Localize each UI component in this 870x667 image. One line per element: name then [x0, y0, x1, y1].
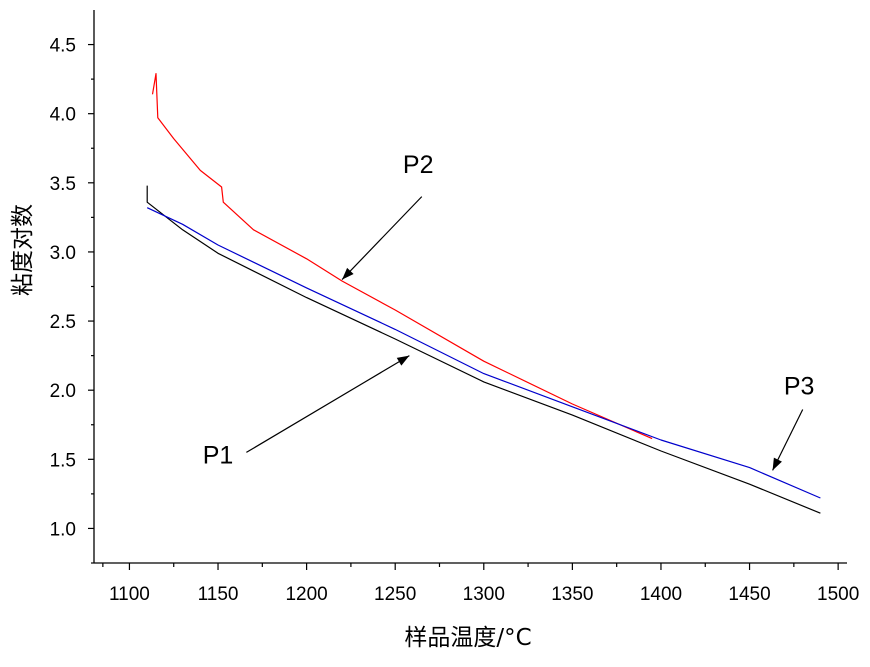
x-tick-label: 1250 — [374, 584, 416, 605]
annotation-p2-label: P2 — [403, 151, 434, 179]
y-tick-label: 3.0 — [50, 243, 76, 264]
annotation-p1-label: P1 — [203, 441, 234, 469]
axes: 1.0 1.5 2.0 2.5 3.0 3.5 4.0 4.5 1100 1150 1200 1250… — [50, 10, 859, 605]
series-p3-line — [146, 207, 821, 499]
annotation-p3-label: P3 — [784, 372, 815, 400]
annotation-p3-arrowhead — [772, 457, 782, 471]
y-tick-label: 2.5 — [50, 312, 76, 333]
y-tick-label: 2.0 — [50, 381, 76, 402]
annotation-p1-arrow — [246, 355, 410, 453]
annotation-p2-arrow — [341, 196, 423, 281]
y-tick-label: 3.5 — [50, 174, 76, 195]
y-axis-title: 粘度对数 — [10, 204, 36, 296]
x-axis-title: 样品温度/°C — [404, 625, 531, 651]
x-tick-label: 1150 — [198, 584, 239, 605]
series-p1-line — [146, 185, 821, 514]
y-tick-label: 4.0 — [50, 105, 76, 126]
x-tick-label: 1200 — [285, 584, 327, 605]
x-tick-label: 1450 — [728, 584, 770, 605]
y-tick-label: 1.0 — [50, 519, 76, 540]
annotation-p2-arrowhead — [342, 267, 354, 280]
x-tick-label: 1100 — [109, 584, 150, 605]
y-tick-label: 1.5 — [50, 450, 76, 471]
x-tick-label: 1350 — [551, 584, 593, 605]
x-tick-label: 1400 — [640, 584, 682, 605]
annotation-layer: P1 P2 P3 — [203, 151, 815, 471]
y-tick-label: 4.5 — [50, 36, 76, 57]
x-tick-label: 1500 — [817, 584, 859, 605]
series-layer — [146, 73, 821, 514]
series-p2-line — [151, 73, 653, 440]
annotation-p1-arrowhead — [396, 355, 410, 366]
x-tick-label: 1300 — [463, 584, 505, 605]
